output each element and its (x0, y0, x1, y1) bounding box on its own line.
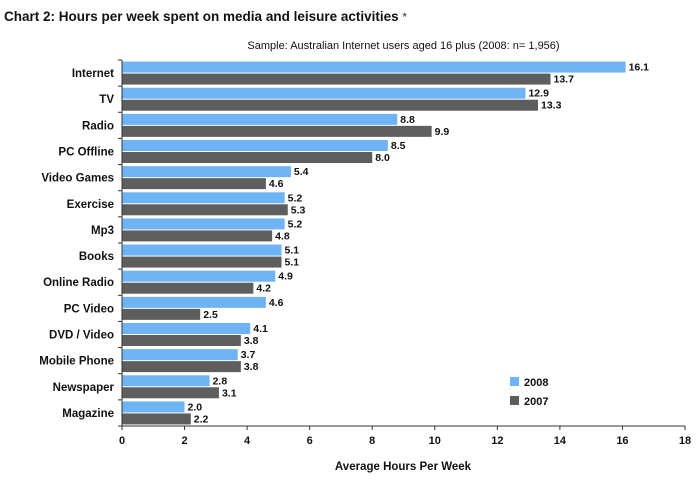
x-tick-label: 4 (244, 435, 251, 447)
value-label-2007-pc-video: 2.5 (203, 309, 218, 321)
category-label-mobile-phone: Mobile Phone (39, 356, 114, 368)
value-label-2007-mobile-phone: 3.8 (244, 361, 259, 373)
x-tick-label: 6 (307, 435, 313, 447)
bar-2007-pc-video (122, 308, 201, 320)
value-label-2007-online-radio: 4.2 (256, 283, 271, 295)
legend-label-2008: 2008 (524, 377, 548, 389)
x-tick-label: 14 (554, 435, 567, 447)
value-label-2007-newspaper: 3.1 (222, 387, 237, 399)
x-tick-label: 16 (616, 435, 628, 447)
chart-subtitle: Sample: Australian Internet users aged 1… (247, 40, 560, 52)
bar-2007-online-radio (122, 282, 254, 294)
value-label-2008-dvd-video: 4.1 (253, 323, 268, 335)
value-label-2008-mp3: 5.2 (288, 218, 303, 230)
value-label-2008-books: 5.1 (285, 245, 300, 257)
bar-2007-magazine (122, 413, 191, 425)
bar-2008-internet (122, 61, 626, 73)
bar-2007-tv (122, 99, 538, 111)
bar-2008-radio (122, 113, 398, 125)
x-tick-label: 12 (491, 435, 503, 447)
value-label-2007-dvd-video: 3.8 (244, 335, 259, 347)
value-label-2008-pc-offline: 8.5 (391, 140, 406, 152)
bar-2007-exercise (122, 204, 288, 216)
value-label-2007-books: 5.1 (285, 257, 300, 269)
value-label-2008-magazine: 2.0 (188, 401, 203, 413)
category-label-pc-video: PC Video (64, 303, 114, 315)
bar-2007-video-games (122, 178, 266, 190)
bar-2007-mp3 (122, 230, 273, 242)
bar-2008-dvd-video (122, 323, 251, 334)
bar-2008-newspaper (122, 375, 210, 387)
value-label-2007-mp3: 4.8 (275, 230, 290, 242)
title-footnote-marker: * (402, 10, 408, 24)
x-tick-label: 0 (119, 435, 125, 447)
category-label-books: Books (79, 251, 114, 263)
chart-title: Chart 2: Hours per week spent on media a… (4, 9, 407, 24)
bar-2007-mobile-phone (122, 361, 241, 373)
bar-2007-pc-offline (122, 152, 373, 163)
bar-2008-online-radio (122, 270, 276, 282)
x-tick-label: 18 (679, 435, 691, 447)
category-label-internet: Internet (72, 68, 114, 80)
category-label-newspaper: Newspaper (53, 382, 115, 394)
bar-2008-books (122, 244, 282, 256)
category-label-tv: TV (99, 94, 114, 106)
bar-2007-radio (122, 125, 432, 137)
value-label-2008-tv: 12.9 (528, 88, 549, 100)
value-label-2007-internet: 13.7 (554, 74, 575, 86)
category-label-radio: Radio (82, 120, 114, 132)
x-tick-label: 2 (181, 435, 187, 447)
legend-swatch-2007 (510, 396, 519, 405)
legend: 2008 2007 (510, 377, 548, 408)
bar-2008-mp3 (122, 218, 285, 230)
bar-2008-exercise (122, 192, 285, 204)
legend-label-2007: 2007 (524, 396, 548, 408)
x-tick-label: 10 (429, 435, 441, 447)
category-label-dvd-video: DVD / Video (49, 330, 114, 342)
value-label-2008-internet: 16.1 (629, 62, 650, 74)
value-label-2007-pc-offline: 8.0 (375, 152, 390, 164)
bar-2008-magazine (122, 401, 185, 413)
value-label-2007-exercise: 5.3 (291, 204, 306, 216)
value-label-2008-pc-video: 4.6 (269, 297, 284, 309)
category-label-mp3: Mp3 (91, 225, 114, 237)
category-label-online-radio: Online Radio (43, 277, 114, 289)
bar-2008-mobile-phone (122, 349, 238, 361)
value-label-2008-video-games: 5.4 (294, 166, 309, 178)
bar-2008-tv (122, 87, 526, 99)
value-label-2007-magazine: 2.2 (194, 413, 209, 425)
bar-2007-internet (122, 73, 551, 85)
x-axis-label: Average Hours Per Week (335, 461, 472, 473)
value-label-2007-video-games: 4.6 (269, 178, 284, 190)
category-label-pc-offline: PC Offline (58, 147, 114, 159)
value-label-2008-radio: 8.8 (400, 114, 415, 126)
category-label-exercise: Exercise (67, 199, 114, 211)
value-label-2007-radio: 9.9 (435, 126, 450, 138)
bar-2007-newspaper (122, 387, 219, 399)
value-label-2008-mobile-phone: 3.7 (241, 349, 256, 361)
x-tick-label: 8 (369, 435, 375, 447)
value-label-2008-exercise: 5.2 (288, 192, 303, 204)
value-label-2008-newspaper: 2.8 (213, 375, 228, 387)
chart-title-text: Chart 2: Hours per week spent on media a… (4, 9, 399, 24)
bar-2007-books (122, 256, 282, 268)
value-label-2007-tv: 13.3 (541, 100, 562, 112)
legend-swatch-2008 (510, 377, 519, 386)
bar-2007-dvd-video (122, 335, 241, 346)
bar-2008-video-games (122, 166, 291, 178)
bar-2008-pc-video (122, 296, 266, 308)
category-label-magazine: Magazine (62, 408, 114, 420)
bar-2008-pc-offline (122, 140, 388, 151)
value-label-2008-online-radio: 4.9 (278, 271, 293, 283)
category-label-video-games: Video Games (41, 173, 114, 185)
